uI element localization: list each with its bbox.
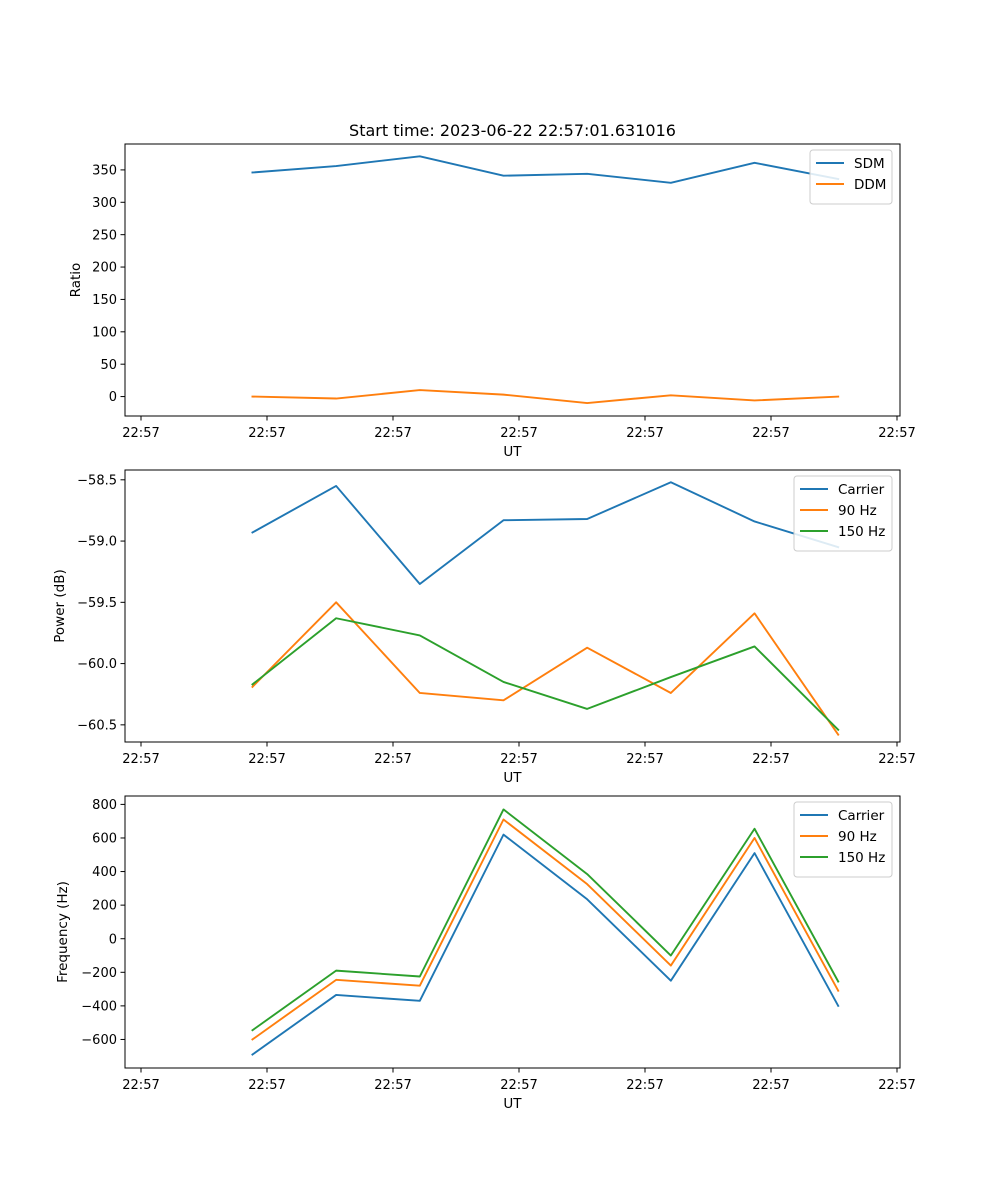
frequency-legend-label-1: 90 Hz xyxy=(838,829,877,845)
ratio-y-tick-label: 0 xyxy=(109,390,117,405)
power-series-line-2 xyxy=(251,617,840,732)
power-legend-label-2: 150 Hz xyxy=(838,524,885,540)
ratio-x-tick-label: 22:57 xyxy=(752,426,789,441)
ratio-panel: 0 50 100 150 200 250 300 350 22:57 22:57 22:57 22:5… xyxy=(68,121,916,460)
frequency-x-tick-label: 22:57 xyxy=(248,1078,285,1093)
power-series-line-0 xyxy=(251,481,840,585)
power-legend-label-0: Carrier xyxy=(838,482,885,498)
power-y-axis-label: Power (dB) xyxy=(52,569,68,642)
ratio-x-tick-label: 22:57 xyxy=(374,426,411,441)
power-panel: −60.5 −60.0 −59.5 −59.0 −58.5 22:57 22:57 22:57… xyxy=(52,469,916,786)
frequency-axes-frame xyxy=(124,795,901,1069)
ratio-series-line-0 xyxy=(251,155,840,184)
power-axes-frame xyxy=(124,469,901,743)
power-series-line-1 xyxy=(251,601,840,736)
frequency-plot-area xyxy=(125,796,900,1068)
ratio-x-axis-label: UT xyxy=(503,444,522,460)
ratio-y-tick-label: 50 xyxy=(100,358,117,373)
ratio-series-line-1 xyxy=(251,389,840,404)
frequency-panel: −600 −400 −200 0 200 400 600 800 22:57 22:57 22:57… xyxy=(55,795,916,1112)
ratio-y-tick-label: 100 xyxy=(92,325,117,340)
frequency-y-axis-label: Frequency (Hz) xyxy=(55,881,71,983)
power-x-tick-label: 22:57 xyxy=(878,752,915,767)
power-y-tick-label: −60.5 xyxy=(77,718,117,733)
power-legend: Carrier 90 Hz 150 Hz xyxy=(793,475,893,552)
frequency-x-tick-label: 22:57 xyxy=(500,1078,537,1093)
ratio-y-tick-label: 150 xyxy=(92,293,117,308)
power-y-tick-label: −58.5 xyxy=(77,473,117,488)
ratio-y-tick-label: 350 xyxy=(92,164,117,179)
frequency-y-tick-label: −200 xyxy=(81,966,117,981)
frequency-x-tick-label: 22:57 xyxy=(878,1078,915,1093)
frequency-legend-label-2: 150 Hz xyxy=(838,850,885,866)
power-x-tick-label: 22:57 xyxy=(500,752,537,767)
frequency-x-tick-label: 22:57 xyxy=(626,1078,663,1093)
power-x-tick-label: 22:57 xyxy=(752,752,789,767)
ratio-y-axis-label: Ratio xyxy=(68,263,84,298)
frequency-legend-box xyxy=(793,801,893,878)
frequency-y-tick-label: −600 xyxy=(81,1033,117,1048)
frequency-y-tick-label: 600 xyxy=(92,832,117,847)
ratio-x-tick-label: 22:57 xyxy=(626,426,663,441)
power-legend-label-1: 90 Hz xyxy=(838,503,877,519)
power-x-axis-label: UT xyxy=(503,770,522,786)
frequency-legend: Carrier 90 Hz 150 Hz xyxy=(793,801,893,878)
ratio-axes-frame xyxy=(124,143,901,417)
power-x-tick-label: 22:57 xyxy=(122,752,159,767)
power-y-tick-label: −59.0 xyxy=(77,535,117,550)
power-plot-area xyxy=(125,470,900,742)
frequency-x-tick-label: 22:57 xyxy=(752,1078,789,1093)
ratio-plot-area xyxy=(125,144,900,416)
frequency-y-tick-label: 800 xyxy=(92,798,117,813)
power-x-tick-label: 22:57 xyxy=(374,752,411,767)
ratio-x-tick-label: 22:57 xyxy=(122,426,159,441)
ratio-legend-label-0: SDM xyxy=(854,156,885,172)
power-x-tick-label: 22:57 xyxy=(248,752,285,767)
ratio-x-tick-label: 22:57 xyxy=(248,426,285,441)
frequency-y-tick-label: 200 xyxy=(92,899,117,914)
frequency-legend-label-0: Carrier xyxy=(838,808,885,824)
ratio-legend-label-1: DDM xyxy=(854,177,886,193)
frequency-series-line-0 xyxy=(251,833,840,1056)
power-y-tick-label: −60.0 xyxy=(77,657,117,672)
frequency-x-tick-label: 22:57 xyxy=(122,1078,159,1093)
frequency-x-axis-label: UT xyxy=(503,1096,522,1112)
frequency-y-tick-label: −400 xyxy=(81,999,117,1014)
ratio-x-tick-label: 22:57 xyxy=(878,426,915,441)
frequency-y-tick-label: 0 xyxy=(109,932,117,947)
ratio-x-tick-label: 22:57 xyxy=(500,426,537,441)
frequency-x-tick-label: 22:57 xyxy=(374,1078,411,1093)
power-legend-box xyxy=(793,475,893,552)
ratio-y-tick-label: 250 xyxy=(92,228,117,243)
power-y-tick-label: −59.5 xyxy=(77,596,117,611)
frequency-series-line-2 xyxy=(251,808,840,1032)
frequency-series-line-1 xyxy=(251,818,840,1041)
power-x-tick-label: 22:57 xyxy=(626,752,663,767)
ratio-y-tick-label: 300 xyxy=(92,196,117,211)
ratio-legend: SDM DDM xyxy=(809,149,893,205)
ratio-chart-title: Start time: 2023-06-22 22:57:01.631016 xyxy=(349,121,676,140)
ratio-y-tick-label: 200 xyxy=(92,261,117,276)
frequency-y-tick-label: 400 xyxy=(92,865,117,880)
